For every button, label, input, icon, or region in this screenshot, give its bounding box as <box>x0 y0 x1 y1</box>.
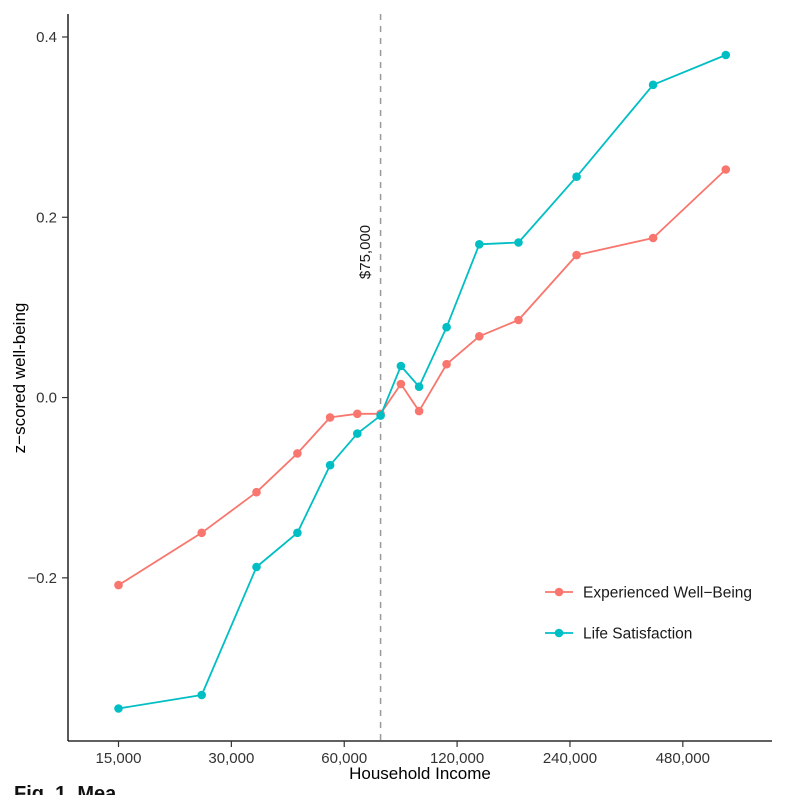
data-point <box>414 406 424 416</box>
data-point <box>353 429 362 438</box>
data-point <box>197 528 206 538</box>
plot-area: 15,000 30,000 60,000 120,000 240,000 480,000 −… <box>27 14 772 767</box>
x-tick-label: 30,000 <box>208 750 254 767</box>
data-point <box>325 460 335 470</box>
data-point <box>353 409 362 419</box>
y-tick-label: 0.2 <box>36 209 57 226</box>
data-point <box>293 528 302 538</box>
data-point <box>721 50 731 60</box>
series-line-1 <box>118 54 727 710</box>
data-point <box>325 413 335 422</box>
x-axis-title: Household Income <box>349 764 491 783</box>
y-axis-title: z−scored well-being <box>10 303 29 454</box>
data-point <box>114 704 123 713</box>
data-point <box>648 80 658 90</box>
x-tick-label: 60,000 <box>321 750 367 767</box>
data-point <box>572 250 581 260</box>
x-tick-label: 120,000 <box>430 750 484 767</box>
x-tick-label: 15,000 <box>96 750 142 767</box>
data-point <box>514 315 523 325</box>
income-threshold-label: $75,000 <box>357 225 374 279</box>
data-point <box>197 690 206 700</box>
x-tick-label: 480,000 <box>656 750 710 767</box>
legend-label: Life Satisfaction <box>583 626 692 643</box>
legend-item: Experienced Well−Being <box>545 585 752 602</box>
series-line-0 <box>118 168 727 586</box>
data-point <box>396 379 406 389</box>
data-point <box>475 332 484 341</box>
legend-label: Experienced Well−Being <box>583 585 752 602</box>
data-point <box>442 359 451 369</box>
data-point <box>648 233 658 243</box>
data-point <box>721 165 731 174</box>
data-point <box>376 411 385 420</box>
data-point <box>114 580 123 590</box>
data-point <box>252 487 261 497</box>
data-point <box>572 172 581 181</box>
legend-key-point <box>554 587 564 597</box>
y-tick-label: −0.2 <box>27 570 57 587</box>
data-point <box>252 562 261 572</box>
y-tick-label: 0.0 <box>36 390 57 407</box>
data-point <box>442 322 451 332</box>
legend: Experienced Well−Being Life Satisfaction <box>545 585 752 643</box>
x-tick-label: 240,000 <box>543 750 597 767</box>
caption-fragment: Fig. 1. Mea <box>14 783 334 795</box>
data-point <box>293 449 302 458</box>
y-tick-label: 0.4 <box>36 29 57 46</box>
legend-key-point <box>554 628 564 638</box>
data-point <box>475 240 484 249</box>
data-point <box>396 361 406 371</box>
data-point <box>514 238 523 247</box>
caption-fragment-text: Fig. 1. Mea <box>14 783 117 795</box>
legend-item: Life Satisfaction <box>545 626 692 643</box>
data-point <box>414 382 424 392</box>
